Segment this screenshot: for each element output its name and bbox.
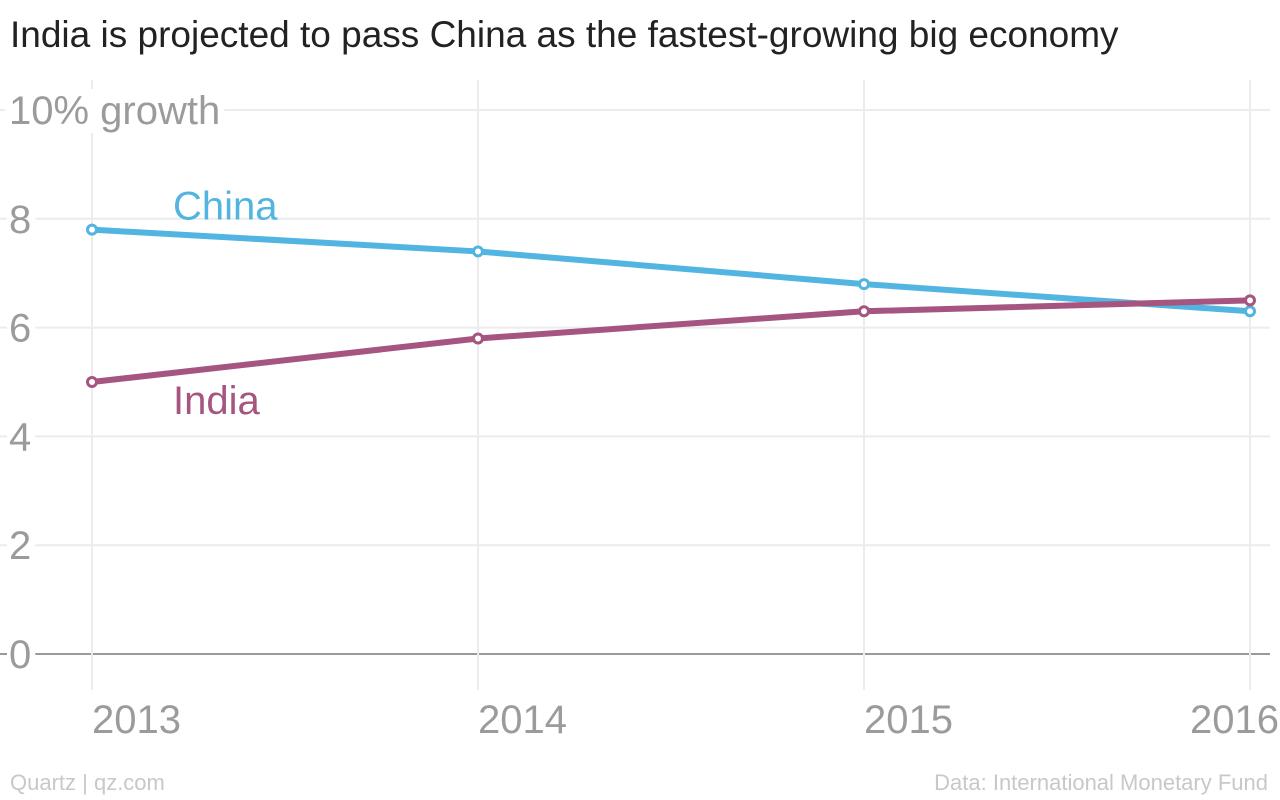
y-tick-label: 6	[9, 307, 31, 351]
y-label-bg	[7, 530, 36, 563]
y-tick-label: 8	[9, 198, 31, 242]
data-point-china-2015	[858, 278, 870, 291]
series: China India	[86, 185, 1256, 423]
y-top-label-bg	[5, 89, 225, 133]
y-label-bg	[7, 203, 36, 236]
y-tick-label: 4	[9, 415, 31, 459]
data-point-india-2016	[1244, 294, 1256, 307]
x-tick-label: 2013	[92, 698, 181, 742]
source-credit: Quartz | qz.com	[10, 770, 165, 795]
x-tick-label: 2016	[1190, 698, 1279, 742]
y-label-bg	[7, 421, 36, 454]
data-point-india-2014	[472, 332, 484, 345]
chart-title: India is projected to pass China as the …	[10, 14, 1119, 55]
series-line-india	[89, 297, 1253, 385]
data-point-china-2014	[472, 245, 484, 258]
series-label-india: India	[173, 379, 260, 423]
data-source: Data: International Monetary Fund	[934, 770, 1268, 795]
y-label-bg	[7, 639, 36, 671]
y-tick-label: 2	[9, 524, 31, 568]
data-point-china-2016	[1244, 305, 1256, 318]
x-tick-label: 2014	[478, 698, 567, 742]
grid	[0, 80, 1270, 690]
series-line-china	[89, 226, 1253, 315]
y-label-bg	[7, 312, 36, 345]
y-tick-label: 10% growth	[9, 89, 220, 133]
x-axis-ticks: 2013 2014 2015 2016	[92, 698, 1279, 742]
series-label-china: China	[173, 185, 278, 229]
y-tick-label: 0	[9, 633, 31, 677]
x-tick-label: 2015	[864, 698, 953, 742]
data-point-china-2013	[86, 223, 98, 236]
y-axis-ticks: 0 2 4 6 8 10% growth	[5, 89, 225, 677]
data-point-india-2015	[858, 305, 870, 318]
data-point-india-2013	[86, 376, 98, 388]
